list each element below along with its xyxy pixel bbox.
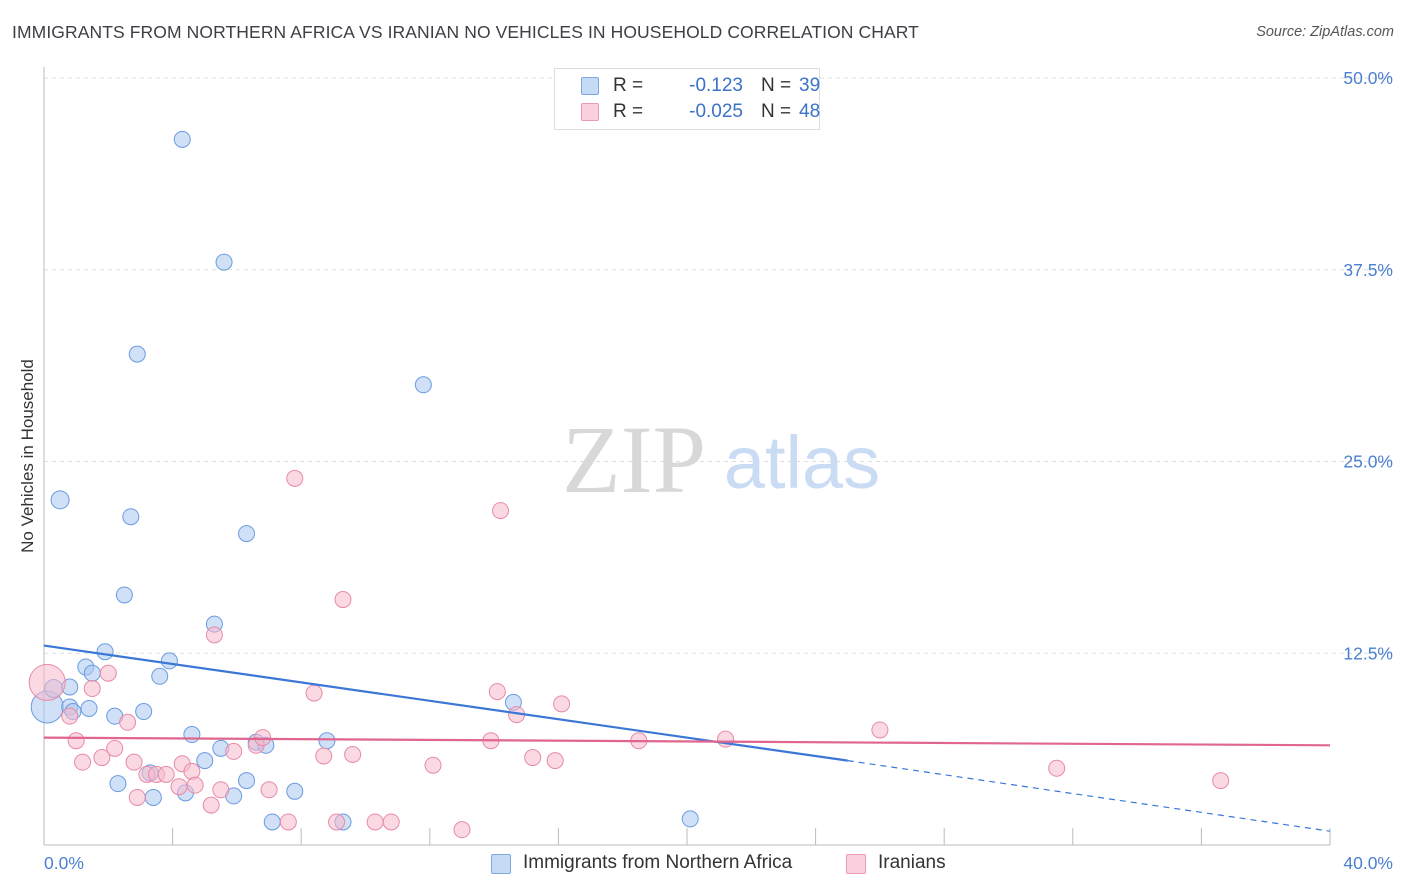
- legend-swatch-pink: [581, 103, 599, 121]
- legend-r-value: -0.123: [689, 75, 743, 96]
- data-point: [366, 813, 384, 831]
- data-point: [212, 781, 230, 799]
- data-point: [80, 699, 98, 717]
- data-point: [414, 376, 432, 394]
- data-point: [160, 652, 178, 670]
- y-tick-label: 50.0%: [1343, 68, 1393, 88]
- zipatlas-watermark: ZIP atlas: [562, 406, 880, 513]
- data-point: [382, 813, 400, 831]
- source-credit: Source: ZipAtlas.com: [1256, 24, 1394, 40]
- data-point: [151, 667, 169, 685]
- data-point: [238, 525, 256, 543]
- data-point: [305, 684, 323, 702]
- legend-r-value: -0.025: [689, 101, 743, 122]
- data-point: [125, 753, 143, 771]
- data-point: [202, 796, 220, 814]
- data-point: [1212, 772, 1230, 790]
- data-point: [453, 821, 471, 839]
- data-point: [681, 810, 699, 828]
- data-point: [61, 707, 79, 725]
- data-point: [260, 781, 278, 799]
- data-point: [122, 508, 140, 526]
- data-point: [96, 643, 114, 661]
- data-point: [315, 747, 333, 765]
- axes: [43, 67, 1331, 846]
- legend-n-value: 48: [799, 101, 821, 122]
- data-point: [93, 749, 111, 767]
- legend-n-label: N =: [761, 101, 792, 122]
- watermark-zip: ZIP: [562, 406, 706, 513]
- data-point: [119, 713, 137, 731]
- data-point: [263, 813, 281, 831]
- data-point: [524, 749, 542, 767]
- y-tick-label: 37.5%: [1343, 260, 1393, 280]
- data-point: [109, 775, 127, 793]
- legend-swatch-pink: [846, 854, 866, 874]
- legend-swatch-blue: [491, 854, 511, 874]
- legend-n-value: 39: [799, 75, 821, 96]
- data-point: [28, 663, 66, 701]
- data-point: [254, 729, 272, 747]
- legend-r-label: R =: [613, 75, 644, 96]
- y-tick-label: 12.5%: [1343, 643, 1393, 663]
- series-iranians-points: [28, 469, 1230, 839]
- data-point: [286, 782, 304, 800]
- data-point: [344, 745, 362, 763]
- data-point: [553, 695, 571, 713]
- data-point: [334, 591, 352, 609]
- series-legend: Immigrants from Northern Africa Iranians: [0, 852, 1406, 878]
- data-point: [170, 778, 188, 796]
- trend-lines: [43, 644, 1331, 832]
- watermark-atlas: atlas: [724, 421, 880, 504]
- tick-labels: 12.5% 25.0% 37.5% 50.0% 0.0% 40.0%: [44, 68, 1393, 873]
- data-point: [128, 345, 146, 363]
- y-tick-label: 25.0%: [1343, 452, 1393, 472]
- data-point: [424, 756, 442, 774]
- data-point: [492, 502, 510, 520]
- data-point: [157, 765, 175, 783]
- data-point: [186, 776, 204, 794]
- grid-lines: [44, 77, 1394, 654]
- data-point: [144, 788, 162, 806]
- data-point: [225, 742, 243, 760]
- legend-label: Iranians: [878, 852, 946, 873]
- data-point: [183, 762, 201, 780]
- legend-swatch-blue: [581, 77, 599, 95]
- data-point: [183, 726, 201, 744]
- data-point: [871, 721, 889, 739]
- legend-r-label: R =: [613, 101, 644, 122]
- x-tick-label: 0.0%: [44, 853, 84, 873]
- data-point: [128, 788, 146, 806]
- trend-line-immigrants: [43, 644, 848, 762]
- data-point: [115, 586, 133, 604]
- trend-line-iranians: [43, 736, 1331, 747]
- data-point: [205, 626, 223, 644]
- x-tick-label: 40.0%: [1343, 853, 1393, 873]
- data-point: [215, 253, 233, 271]
- correlation-legend: R = -0.123 N = 39 R = -0.025 N = 48: [554, 68, 820, 130]
- data-point: [83, 680, 101, 698]
- data-point: [546, 752, 564, 770]
- data-point: [99, 664, 117, 682]
- data-point: [135, 703, 153, 721]
- legend-label: Immigrants from Northern Africa: [523, 852, 793, 873]
- data-point: [106, 739, 124, 757]
- trend-line-immigrants-extrapolated: [847, 760, 1331, 832]
- data-point: [67, 732, 85, 750]
- data-point: [328, 813, 346, 831]
- data-point: [74, 753, 92, 771]
- data-point: [196, 752, 214, 770]
- data-point: [286, 469, 304, 487]
- data-point: [83, 664, 101, 682]
- legend-n-label: N =: [761, 75, 792, 96]
- data-point: [173, 130, 191, 148]
- chart-title: IMMIGRANTS FROM NORTHERN AFRICA VS IRANI…: [12, 22, 919, 42]
- data-point: [50, 490, 70, 510]
- data-point: [318, 732, 336, 750]
- data-point: [488, 683, 506, 701]
- data-point: [238, 772, 256, 790]
- data-point: [279, 813, 297, 831]
- data-point: [1048, 759, 1066, 777]
